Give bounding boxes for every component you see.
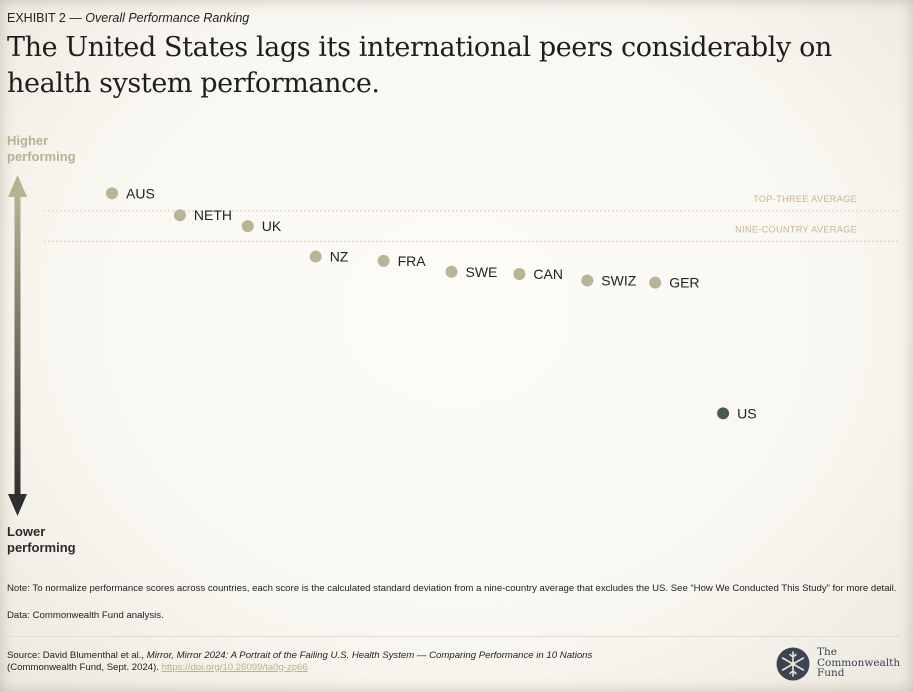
commonwealth-fund-logo[interactable]: The Commonwealth Fund	[776, 645, 906, 685]
point-fra	[377, 254, 390, 267]
footnote: Note: To normalize performance scores ac…	[7, 583, 897, 594]
data-source: Data: Commonwealth Fund analysis.	[7, 610, 164, 621]
point-label-uk: UK	[262, 218, 282, 234]
arrow-head-up	[8, 175, 27, 197]
reference-line-label-1: NINE-COUNTRY AVERAGE	[735, 224, 857, 234]
axis-label-lower: Lower performing	[7, 524, 76, 555]
logo-line-3: Fund	[817, 667, 845, 679]
logo-wordmark: The Commonwealth Fund	[817, 647, 900, 679]
source-title: Mirror, Mirror 2024: A Portrait of the F…	[146, 650, 593, 661]
footer-divider	[7, 636, 900, 637]
axis-label-higher: Higher performing	[7, 133, 76, 164]
point-ger	[649, 276, 662, 289]
point-label-ger: GER	[669, 275, 699, 291]
point-can	[513, 267, 526, 280]
source-prefix: Source: David Blumenthal et al.,	[7, 650, 145, 661]
reference-line-label-0: TOP-THREE AVERAGE	[753, 194, 857, 204]
point-nz	[309, 250, 322, 263]
point-label-aus: AUS	[126, 185, 155, 201]
arrow-head-down	[8, 494, 27, 516]
point-uk	[241, 220, 254, 233]
exhibit-subtitle: Overall Performance Ranking	[85, 11, 250, 25]
point-label-fra: FRA	[398, 253, 427, 269]
point-label-swiz: SWIZ	[601, 273, 636, 289]
point-swe	[445, 265, 458, 278]
point-label-neth: NETH	[194, 207, 232, 223]
point-label-nz: NZ	[330, 249, 349, 265]
performance-arrow	[8, 175, 27, 516]
point-neth	[173, 209, 186, 222]
point-label-swe: SWE	[466, 264, 498, 280]
point-us	[717, 407, 730, 420]
source-doi-link[interactable]: https://doi.org/10.26099/ta0g-zp66	[161, 661, 308, 673]
logo-line-1: The	[817, 646, 837, 658]
source-suffix: (Commonwealth Fund, Sept. 2024).	[7, 661, 159, 673]
point-label-us: US	[737, 405, 756, 421]
point-label-can: CAN	[533, 266, 563, 282]
logo-line-2: Commonwealth	[817, 656, 901, 669]
exhibit-number: EXHIBIT 2 —	[7, 11, 82, 25]
point-aus	[106, 187, 118, 200]
chart-headline: The United States lags its international…	[7, 32, 832, 99]
source-citation: Source: David Blumenthal et al., Mirror,…	[7, 650, 707, 673]
snowflake-emblem-icon	[776, 647, 810, 681]
point-swiz	[581, 274, 594, 287]
arrow-shaft	[14, 193, 21, 497]
data-points: AUS NETH UK NZ FRA SWE CAN SWIZ GER US	[106, 185, 757, 421]
reference-lines: TOP-THREE AVERAGE NINE-COUNTRY AVERAGE	[44, 194, 900, 242]
exhibit-label: EXHIBIT 2 — Overall Performance Ranking	[7, 11, 249, 25]
